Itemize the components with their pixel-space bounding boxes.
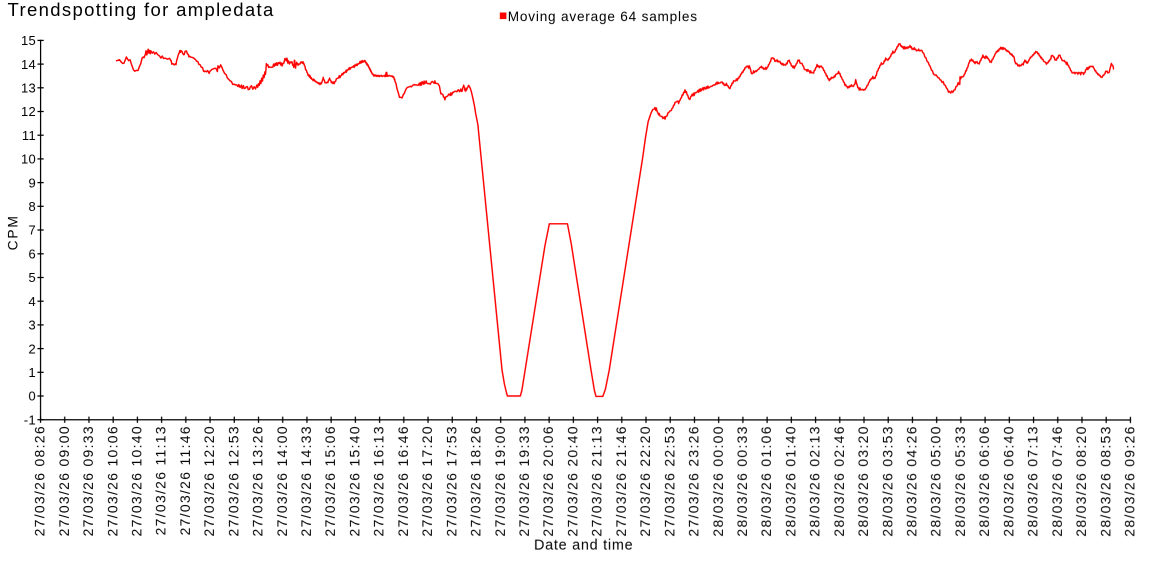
- svg-text:28/03/26 05:33: 28/03/26 05:33: [952, 425, 968, 536]
- svg-text:CPM: CPM: [5, 214, 20, 250]
- svg-text:27/03/26 16:46: 27/03/26 16:46: [395, 425, 411, 536]
- svg-text:27/03/26 19:00: 27/03/26 19:00: [492, 425, 508, 536]
- svg-text:27/03/26 21:46: 27/03/26 21:46: [613, 425, 629, 536]
- svg-text:27/03/26 22:53: 27/03/26 22:53: [661, 425, 677, 536]
- svg-text:28/03/26 08:20: 28/03/26 08:20: [1073, 425, 1089, 536]
- svg-text:28/03/26 03:53: 28/03/26 03:53: [879, 425, 895, 536]
- svg-text:28/03/26 06:40: 28/03/26 06:40: [1000, 425, 1016, 536]
- svg-text:27/03/26 20:40: 27/03/26 20:40: [564, 425, 580, 536]
- svg-text:28/03/26 00:00: 28/03/26 00:00: [710, 425, 726, 536]
- svg-text:28/03/26 02:13: 28/03/26 02:13: [807, 425, 823, 536]
- svg-text:15: 15: [21, 33, 36, 48]
- svg-text:27/03/26 15:06: 27/03/26 15:06: [322, 425, 338, 536]
- svg-text:27/03/26 10:06: 27/03/26 10:06: [104, 425, 120, 536]
- svg-text:10: 10: [21, 152, 36, 167]
- svg-text:27/03/26 20:06: 27/03/26 20:06: [540, 425, 556, 536]
- svg-text:28/03/26 07:46: 28/03/26 07:46: [1049, 425, 1065, 536]
- svg-text:11: 11: [22, 128, 36, 143]
- svg-text:27/03/26 08:26: 27/03/26 08:26: [31, 425, 47, 536]
- svg-text:28/03/26 01:40: 28/03/26 01:40: [782, 425, 798, 536]
- svg-text:27/03/26 22:20: 27/03/26 22:20: [637, 425, 653, 536]
- svg-text:28/03/26 07:13: 28/03/26 07:13: [1025, 425, 1041, 536]
- svg-text:3: 3: [28, 318, 36, 333]
- svg-text:28/03/26 01:06: 28/03/26 01:06: [758, 425, 774, 536]
- svg-text:27/03/26 10:40: 27/03/26 10:40: [128, 425, 144, 536]
- svg-text:28/03/26 02:46: 28/03/26 02:46: [831, 425, 847, 536]
- svg-text:27/03/26 11:46: 27/03/26 11:46: [177, 425, 193, 535]
- svg-text:0: 0: [28, 389, 36, 404]
- svg-text:28/03/26 04:26: 28/03/26 04:26: [903, 425, 919, 536]
- svg-text:27/03/26 13:26: 27/03/26 13:26: [249, 425, 265, 536]
- svg-text:28/03/26 00:33: 28/03/26 00:33: [734, 425, 750, 536]
- svg-text:28/03/26 06:06: 28/03/26 06:06: [976, 425, 992, 536]
- svg-text:28/03/26 09:26: 28/03/26 09:26: [1121, 425, 1137, 536]
- svg-text:1: 1: [28, 365, 36, 380]
- svg-text:27/03/26 21:13: 27/03/26 21:13: [589, 425, 605, 536]
- svg-text:27/03/26 17:20: 27/03/26 17:20: [419, 425, 435, 536]
- svg-text:27/03/26 12:53: 27/03/26 12:53: [225, 425, 241, 536]
- svg-text:27/03/26 09:00: 27/03/26 09:00: [56, 425, 72, 536]
- svg-text:4: 4: [28, 294, 36, 309]
- svg-text:27/03/26 18:26: 27/03/26 18:26: [467, 425, 483, 536]
- svg-text:28/03/26 05:00: 28/03/26 05:00: [928, 425, 944, 536]
- svg-text:27/03/26 19:33: 27/03/26 19:33: [516, 425, 532, 536]
- svg-text:27/03/26 09:33: 27/03/26 09:33: [80, 425, 96, 536]
- svg-text:27/03/26 15:40: 27/03/26 15:40: [346, 425, 362, 536]
- svg-text:27/03/26 11:13: 27/03/26 11:13: [153, 425, 169, 535]
- svg-text:27/03/26 17:53: 27/03/26 17:53: [443, 425, 459, 536]
- svg-text:28/03/26 08:53: 28/03/26 08:53: [1097, 425, 1113, 536]
- svg-text:27/03/26 14:00: 27/03/26 14:00: [274, 425, 290, 536]
- svg-text:8: 8: [28, 199, 36, 214]
- svg-text:Date and time: Date and time: [534, 537, 633, 553]
- svg-text:12: 12: [21, 104, 36, 119]
- svg-text:27/03/26 12:20: 27/03/26 12:20: [201, 425, 217, 536]
- svg-text:7: 7: [28, 223, 36, 238]
- svg-text:5: 5: [28, 270, 36, 285]
- svg-text:13: 13: [21, 81, 36, 96]
- svg-text:14: 14: [21, 57, 36, 72]
- svg-text:6: 6: [28, 247, 36, 262]
- svg-text:27/03/26 23:26: 27/03/26 23:26: [685, 425, 701, 536]
- svg-text:2: 2: [28, 341, 36, 356]
- svg-text:27/03/26 14:33: 27/03/26 14:33: [298, 425, 314, 536]
- svg-text:Trendspotting for ampledata: Trendspotting for ampledata: [7, 0, 274, 20]
- svg-text:9: 9: [28, 175, 36, 190]
- svg-text:Moving average 64 samples: Moving average 64 samples: [508, 9, 698, 24]
- svg-text:27/03/26 16:13: 27/03/26 16:13: [371, 425, 387, 536]
- svg-text:28/03/26 03:20: 28/03/26 03:20: [855, 425, 871, 536]
